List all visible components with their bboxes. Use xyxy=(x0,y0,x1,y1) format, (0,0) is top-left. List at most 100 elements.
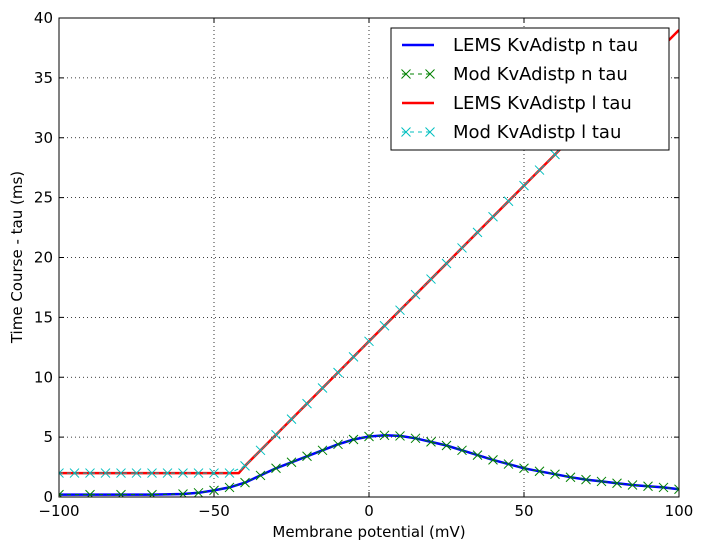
series-point xyxy=(441,258,452,269)
series-point xyxy=(364,431,374,442)
x-tick-label: −100 xyxy=(38,502,79,520)
legend-label: LEMS KvAdistp n tau xyxy=(453,35,638,56)
series-point xyxy=(286,414,297,425)
y-tick-label: 15 xyxy=(34,308,53,326)
series-point xyxy=(286,457,297,468)
series-point xyxy=(59,468,64,478)
series-point xyxy=(472,450,483,460)
plot-area xyxy=(59,29,679,497)
series-point xyxy=(271,429,281,440)
series-point xyxy=(147,468,157,478)
series-point xyxy=(410,289,421,300)
series-point xyxy=(131,468,142,478)
series-point xyxy=(255,470,266,481)
series-point xyxy=(472,227,483,238)
y-tick-label: 30 xyxy=(34,129,53,147)
series-point xyxy=(348,352,359,362)
series-point xyxy=(410,433,421,444)
series-point xyxy=(519,180,529,191)
series-point xyxy=(550,469,560,480)
series-point xyxy=(240,477,250,488)
series-point xyxy=(116,468,126,478)
y-tick-label: 25 xyxy=(34,189,53,207)
legend-item: LEMS KvAdistp n tau xyxy=(402,35,638,56)
series-point xyxy=(317,383,328,393)
legend-marker xyxy=(425,127,435,137)
series-point xyxy=(147,489,157,497)
series-point xyxy=(426,437,436,447)
series-point xyxy=(193,487,204,497)
series-3 xyxy=(59,149,560,478)
legend-label: LEMS KvAdistp l tau xyxy=(453,93,632,114)
series-1 xyxy=(59,430,679,497)
series-point xyxy=(364,336,374,347)
series-point xyxy=(178,468,188,478)
series-point xyxy=(441,440,452,451)
series-point xyxy=(209,485,219,496)
legend-marker xyxy=(401,127,411,137)
y-tick-label: 40 xyxy=(34,9,53,27)
series-point xyxy=(503,196,514,207)
series-point xyxy=(550,149,560,160)
series-point xyxy=(333,439,343,450)
legend-item: Mod KvAdistp n tau xyxy=(401,64,628,85)
y-tick-label: 5 xyxy=(43,428,53,446)
series-group xyxy=(59,29,679,497)
series-point xyxy=(224,482,235,493)
series-point xyxy=(162,468,173,478)
series-point xyxy=(85,468,95,478)
x-tick-label: 100 xyxy=(665,502,694,520)
y-tick-label: 10 xyxy=(34,368,53,386)
legend-item: Mod KvAdistp l tau xyxy=(401,122,621,143)
series-point xyxy=(488,211,498,222)
series-point xyxy=(457,243,467,253)
x-tick-label: −50 xyxy=(198,502,230,520)
axis-ticks: −100 −50 0 50 100 0 5 10 15 20 25 30 35 40 xyxy=(34,9,693,520)
series-point xyxy=(643,481,653,492)
x-tick-label: 0 xyxy=(364,502,374,520)
legend: LEMS KvAdistp n tau Mod KvAdistp n tau LEM… xyxy=(390,27,670,151)
series-point xyxy=(674,484,679,495)
y-tick-label: 0 xyxy=(43,488,53,506)
series-point xyxy=(100,468,111,478)
series-point xyxy=(193,468,204,478)
series-point xyxy=(627,480,638,490)
series-point xyxy=(457,445,467,456)
series-point xyxy=(519,463,529,474)
x-tick-label: 50 xyxy=(514,502,533,520)
series-point xyxy=(302,398,312,409)
y-tick-label: 35 xyxy=(34,69,53,87)
y-axis-label: Time Course - tau (ms) xyxy=(8,171,26,344)
y-tick-label: 20 xyxy=(34,249,53,267)
legend-marker xyxy=(401,69,411,79)
series-point xyxy=(565,472,576,483)
series-point xyxy=(317,445,328,456)
series-point xyxy=(534,165,545,175)
series-point xyxy=(59,489,64,497)
series-point xyxy=(302,451,312,462)
series-point xyxy=(534,466,545,477)
series-point xyxy=(395,305,405,316)
legend-label: Mod KvAdistp l tau xyxy=(453,122,621,143)
series-point xyxy=(209,468,219,478)
x-axis-label: Membrane potential (mV) xyxy=(272,523,465,541)
series-point xyxy=(596,476,607,487)
legend-marker xyxy=(425,69,435,79)
series-point xyxy=(488,455,498,465)
legend-label: Mod KvAdistp n tau xyxy=(453,64,628,85)
series-point xyxy=(255,445,266,456)
series-point xyxy=(581,474,591,485)
series-point xyxy=(379,320,390,331)
series-point xyxy=(240,461,250,471)
series-point xyxy=(333,367,343,378)
series-point xyxy=(348,434,359,445)
series-point xyxy=(85,489,95,497)
series-point xyxy=(503,459,514,469)
series-point xyxy=(379,430,390,441)
series-point xyxy=(69,468,80,478)
legend-item: LEMS KvAdistp l tau xyxy=(402,93,632,114)
series-point xyxy=(116,489,126,497)
series-point xyxy=(271,463,281,474)
series-point xyxy=(612,478,622,489)
